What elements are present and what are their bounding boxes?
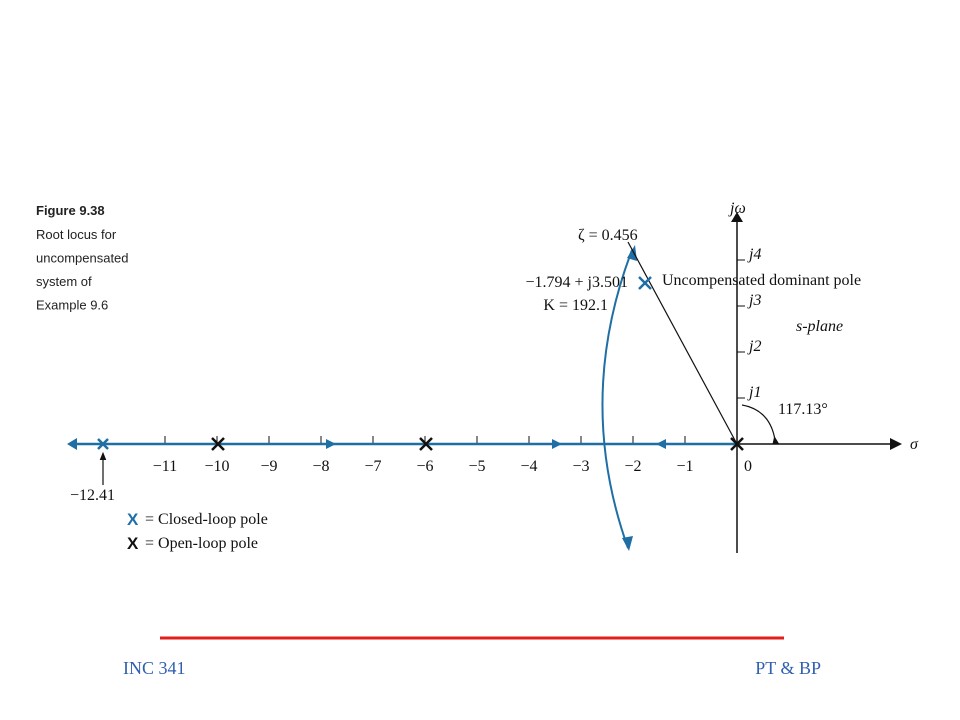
real-tick-label: −1	[676, 458, 693, 475]
arrow	[622, 536, 633, 551]
zeta-line	[627, 241, 738, 445]
caption-line: Example 9.6	[36, 298, 108, 313]
real-tick-label: −6	[416, 458, 433, 475]
imag-tick-label: j3	[747, 292, 761, 309]
caption-line: Root locus for	[36, 227, 117, 242]
zeta-label: ζ = 0.456	[578, 227, 638, 244]
real-tick-label: −7	[364, 458, 381, 475]
arrow	[627, 245, 637, 261]
real-tick-label: 0	[744, 458, 752, 475]
pole-label: Uncompensated dominant pole	[662, 272, 861, 289]
imag-label: jω	[728, 200, 746, 217]
caption-line: uncompensated	[36, 251, 129, 266]
real-label: σ	[910, 436, 919, 453]
imag-tick-label: j4	[747, 246, 761, 263]
real-tick-label: −4	[520, 458, 537, 475]
real-tick-label: −3	[572, 458, 589, 475]
pole-point: −1.794 + j3.501	[526, 274, 629, 291]
angle-label: 117.13°	[778, 401, 828, 418]
arrow	[67, 438, 77, 450]
real-tick-label: −5	[468, 458, 485, 475]
footer-left: INC 341	[123, 658, 186, 678]
legend-text: = Open-loop pole	[145, 535, 258, 552]
arrow	[731, 212, 743, 222]
imag-tick-label: j2	[747, 338, 761, 355]
legend-symbol: X	[127, 510, 139, 529]
arrow	[890, 438, 902, 450]
caption-line: system of	[36, 274, 92, 289]
locus-branch	[601, 249, 633, 549]
real-tick-label: −2	[624, 458, 641, 475]
gain: K = 192.1	[543, 297, 608, 314]
poles	[97, 276, 744, 451]
footer-right: PT & BP	[755, 658, 821, 678]
real-tick-label: −8	[312, 458, 329, 475]
plane-label: s-plane	[796, 318, 843, 335]
caption: Root locus for uncompensated system of Exam…	[36, 227, 129, 313]
imag-tick-label: j1	[747, 384, 761, 401]
angle-arc	[741, 404, 780, 445]
real-tick-label: −10	[204, 458, 229, 475]
real-tick-label: −9	[260, 458, 277, 475]
legend-text: = Closed-loop pole	[145, 511, 268, 528]
legend-symbol: X	[127, 534, 139, 553]
far-pole-label: −12.41	[70, 487, 115, 504]
figure-number: Figure 9.38	[36, 203, 105, 218]
real-tick-label: −11	[153, 458, 177, 475]
